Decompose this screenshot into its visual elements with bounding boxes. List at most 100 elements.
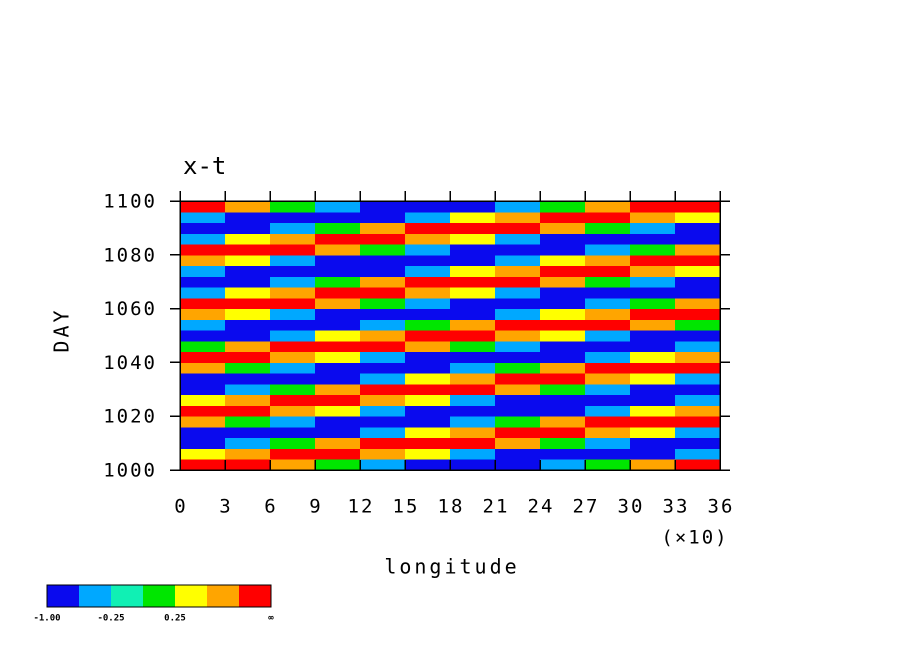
contour-cell — [270, 426, 316, 439]
contour-cell — [270, 330, 316, 342]
contour-cell — [405, 459, 451, 471]
contour-cell — [360, 394, 406, 406]
contour-cell — [675, 297, 721, 310]
contour-cell — [360, 287, 406, 299]
contour-cell — [675, 211, 721, 224]
contour-cell — [630, 351, 676, 363]
contour-cell — [585, 383, 631, 396]
contour-cell — [270, 222, 316, 234]
contour-cell — [180, 405, 226, 417]
contour-cell — [225, 416, 271, 428]
contour-cell — [540, 405, 586, 417]
contour-cell — [180, 265, 226, 277]
colorbar-frame — [46, 584, 272, 608]
contour-cell — [405, 340, 451, 353]
colorbar-swatch — [239, 585, 271, 607]
contour-cell — [540, 416, 586, 428]
y-tick-label: 1000 — [103, 460, 157, 482]
contour-cell — [270, 201, 316, 213]
chart-title: x-t — [183, 152, 226, 180]
contour-cell — [180, 244, 226, 256]
contour-cell — [630, 201, 676, 213]
contour-cell — [585, 416, 631, 428]
contour-cell — [405, 244, 451, 256]
contour-cell — [450, 265, 496, 277]
contour-cell — [495, 254, 541, 267]
y-tick-label: 1040 — [103, 352, 157, 374]
contour-cell — [495, 308, 541, 320]
contour-cell — [450, 254, 496, 267]
contour-cell — [450, 383, 496, 396]
contour-cell — [180, 211, 226, 224]
contour-cell — [405, 254, 451, 267]
contour-cell — [225, 265, 271, 277]
contour-cell — [180, 437, 226, 449]
contour-cell — [675, 201, 721, 213]
contour-cell — [585, 287, 631, 299]
contour-cell — [450, 351, 496, 363]
y-tick-label: 1080 — [103, 244, 157, 266]
contour-cell — [270, 459, 316, 471]
x-tick-label: 15 — [393, 496, 420, 518]
contour-cell — [405, 276, 451, 288]
contour-cell — [405, 437, 451, 449]
contour-cell — [495, 383, 541, 396]
contour-cell — [495, 211, 541, 224]
contour-cell — [495, 394, 541, 406]
contour-cell — [630, 405, 676, 417]
contour-cell — [540, 373, 586, 385]
colorbar-label: 0.25 — [164, 614, 186, 624]
colorbar-swatch — [111, 585, 143, 607]
colorbar-swatch — [79, 585, 111, 607]
contour-cell — [585, 426, 631, 439]
contour-cell — [450, 416, 496, 428]
contour-cell — [585, 340, 631, 353]
contour-cell — [495, 287, 541, 299]
contour-cell — [675, 265, 721, 277]
contour-cell — [360, 351, 406, 363]
contour-cell — [630, 287, 676, 299]
contour-cell — [450, 448, 496, 460]
contour-cell — [540, 244, 586, 256]
contour-cell — [630, 340, 676, 353]
contour-cell — [225, 211, 271, 224]
contour-cell — [360, 201, 406, 213]
contour-cell — [225, 287, 271, 299]
contour-cell — [630, 276, 676, 288]
contour-cell — [585, 351, 631, 363]
contour-cell — [450, 308, 496, 320]
contour-cell — [675, 319, 721, 331]
contour-cell — [180, 276, 226, 288]
contour-cell — [180, 459, 226, 471]
colorbar-swatch — [207, 585, 239, 607]
contour-cell — [180, 373, 226, 385]
contour-cell — [180, 426, 226, 439]
contour-cell — [360, 265, 406, 277]
contour-cell — [180, 362, 226, 374]
x-tick-label: 21 — [483, 496, 510, 518]
contour-cell — [540, 448, 586, 460]
x-tick-label: 30 — [618, 496, 645, 518]
contour-cell — [585, 394, 631, 406]
contour-cell — [675, 276, 721, 288]
contour-cell — [585, 222, 631, 234]
contour-cell — [315, 244, 361, 256]
contour-cell — [315, 426, 361, 439]
contour-cell — [495, 265, 541, 277]
contour-cell — [495, 276, 541, 288]
contour-cell — [180, 297, 226, 310]
contour-cell — [180, 201, 226, 213]
contour-cell — [405, 265, 451, 277]
contour-cell — [315, 308, 361, 320]
contour-cell — [315, 297, 361, 310]
contour-cell — [450, 297, 496, 310]
contour-cell — [270, 373, 316, 385]
contour-cell — [540, 394, 586, 406]
x-tick-label: 9 — [309, 496, 322, 518]
contour-cell — [225, 373, 271, 385]
contour-cell — [540, 222, 586, 234]
contour-cell — [270, 319, 316, 331]
colorbar-label: ∞ — [268, 614, 274, 624]
contour-cell — [630, 416, 676, 428]
contour-cell — [675, 222, 721, 234]
